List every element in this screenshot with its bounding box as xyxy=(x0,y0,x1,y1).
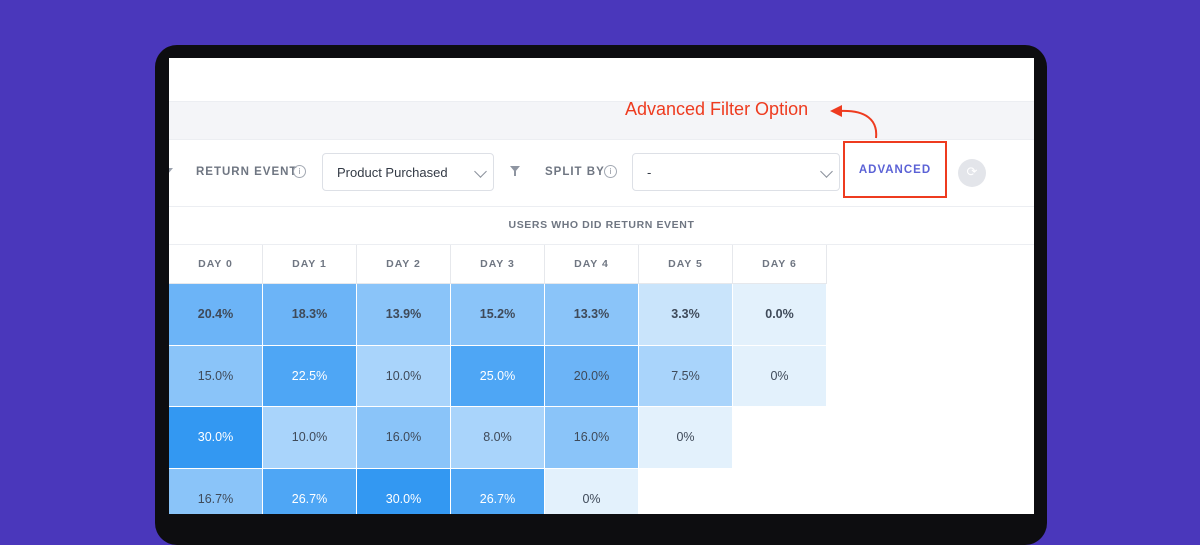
retention-cell[interactable]: 8.0% xyxy=(451,407,545,469)
retention-cell[interactable]: 7.5% xyxy=(639,345,733,407)
split-by-label: SPLIT BY xyxy=(545,166,605,178)
retention-cell[interactable]: 15.2% xyxy=(451,284,545,346)
retention-cell[interactable]: 30.0% xyxy=(169,407,263,469)
retention-cell[interactable]: 0.0% xyxy=(733,284,827,346)
return-event-label: RETURN EVENT xyxy=(196,166,298,178)
table-heading: USERS WHO DID RETURN EVENT xyxy=(508,219,695,231)
refresh-icon: ⟳ xyxy=(966,165,978,180)
advanced-button[interactable]: ADVANCED xyxy=(843,141,947,198)
retention-cell[interactable]: 15.0% xyxy=(169,345,263,407)
return-event-value: Product Purchased xyxy=(337,165,448,180)
retention-cell[interactable]: 0% xyxy=(733,345,827,407)
retention-cell[interactable]: 25.0% xyxy=(451,345,545,407)
retention-cell[interactable]: 0% xyxy=(545,468,639,514)
filter-icon[interactable] xyxy=(510,166,520,176)
retention-cell[interactable]: 20.4% xyxy=(169,284,263,346)
retention-cell[interactable]: 16.7% xyxy=(169,468,263,514)
retention-cell[interactable]: 13.3% xyxy=(545,284,639,346)
annotation-arrow xyxy=(830,105,878,139)
column-header-day-5: DAY 5 xyxy=(639,245,733,284)
return-event-select[interactable]: Product Purchased xyxy=(322,153,494,191)
column-header-day-2: DAY 2 xyxy=(357,245,451,284)
refresh-button[interactable]: ⟳ xyxy=(958,159,986,187)
annotation-callout: Advanced Filter Option xyxy=(625,99,809,119)
retention-cell[interactable]: 16.0% xyxy=(545,407,639,469)
retention-cell[interactable]: 30.0% xyxy=(357,468,451,514)
info-icon[interactable]: i xyxy=(604,165,617,178)
retention-cell[interactable]: 18.3% xyxy=(263,284,357,346)
column-header-day-6: DAY 6 xyxy=(733,245,827,284)
retention-cell[interactable]: 0% xyxy=(639,407,733,469)
app-screen: RETURN EVENT i Product Purchased SPLIT B… xyxy=(169,58,1034,514)
column-header-day-4: DAY 4 xyxy=(545,245,639,284)
split-by-value: - xyxy=(647,165,652,180)
chevron-down-icon[interactable] xyxy=(169,168,173,174)
query-toolbar: RETURN EVENT i Product Purchased SPLIT B… xyxy=(169,138,1034,207)
retention-cell[interactable]: 10.0% xyxy=(357,345,451,407)
retention-cell[interactable]: 3.3% xyxy=(639,284,733,346)
top-strip xyxy=(169,101,1034,140)
retention-cell[interactable]: 16.0% xyxy=(357,407,451,469)
retention-cell[interactable]: 22.5% xyxy=(263,345,357,407)
retention-cell[interactable]: 26.7% xyxy=(451,468,545,514)
column-header-day-1: DAY 1 xyxy=(263,245,357,284)
divider xyxy=(169,244,1034,245)
split-by-select[interactable]: - xyxy=(632,153,840,191)
column-header-day-0: DAY 0 xyxy=(169,245,263,284)
retention-cell[interactable]: 26.7% xyxy=(263,468,357,514)
info-icon[interactable]: i xyxy=(293,165,306,178)
retention-cell[interactable]: 20.0% xyxy=(545,345,639,407)
column-header-day-3: DAY 3 xyxy=(451,245,545,284)
retention-cell[interactable]: 10.0% xyxy=(263,407,357,469)
retention-cell[interactable]: 13.9% xyxy=(357,284,451,346)
